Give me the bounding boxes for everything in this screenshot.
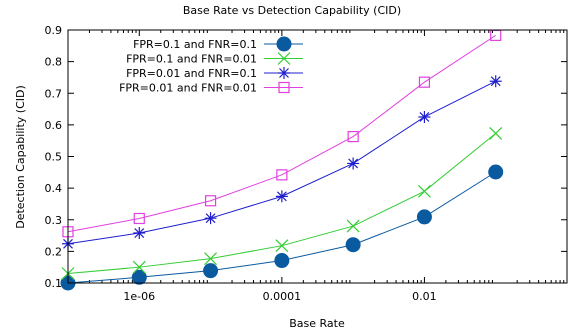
data-point bbox=[275, 190, 288, 203]
y-tick-label: 0.2 bbox=[45, 245, 63, 258]
data-point bbox=[418, 110, 431, 123]
data-point bbox=[416, 209, 432, 225]
series-line bbox=[67, 133, 497, 275]
legend-entry: FPR=0.1 and FNR=0.1 bbox=[133, 36, 303, 52]
data-point bbox=[131, 269, 147, 285]
legend-entry: FPR=0.1 and FNR=0.01 bbox=[126, 52, 303, 66]
y-tick-label: 0.3 bbox=[45, 214, 63, 227]
data-point bbox=[204, 195, 217, 207]
y-tick-label: 0.6 bbox=[45, 119, 63, 132]
data-point bbox=[204, 252, 217, 266]
y-tick-label: 0.9 bbox=[45, 24, 63, 37]
data-point bbox=[133, 227, 146, 240]
data-point bbox=[488, 164, 504, 180]
data-point bbox=[204, 212, 217, 225]
series-3 bbox=[62, 75, 502, 250]
series-4 bbox=[62, 29, 502, 238]
legend-marker bbox=[278, 67, 290, 79]
series-2 bbox=[61, 126, 503, 280]
data-point bbox=[489, 126, 503, 140]
data-point bbox=[489, 75, 502, 88]
legend-entry: FPR=0.01 and FNR=0.01 bbox=[119, 82, 303, 95]
y-tick-label: 0.7 bbox=[45, 87, 63, 100]
legend-label: FPR=0.01 and FNR=0.01 bbox=[119, 82, 257, 95]
data-point bbox=[274, 253, 290, 269]
data-point bbox=[347, 130, 359, 143]
data-point bbox=[275, 239, 289, 253]
y-axis-label: Detection Capability (CID) bbox=[14, 85, 27, 229]
y-tick-label: 0.8 bbox=[45, 56, 63, 69]
legend-marker bbox=[277, 52, 291, 65]
y-tick-label: 0.1 bbox=[45, 277, 63, 290]
data-point bbox=[346, 219, 360, 233]
x-tick-label: 0.01 bbox=[412, 290, 437, 303]
data-point bbox=[418, 184, 431, 198]
data-point bbox=[418, 76, 431, 88]
legend-marker bbox=[276, 36, 292, 52]
data-point bbox=[347, 157, 360, 170]
y-tick-label: 0.4 bbox=[45, 182, 63, 195]
data-point bbox=[132, 260, 146, 274]
legend-label: FPR=0.01 and FNR=0.1 bbox=[126, 67, 257, 80]
chart-title: Base Rate vs Detection Capability (CID) bbox=[183, 4, 401, 17]
series-line bbox=[67, 34, 496, 233]
legend-label: FPR=0.1 and FNR=0.1 bbox=[133, 38, 257, 51]
data-point bbox=[345, 237, 361, 253]
legend-entry: FPR=0.01 and FNR=0.1 bbox=[126, 67, 303, 80]
legend-label: FPR=0.1 and FNR=0.01 bbox=[126, 53, 257, 66]
legend-marker bbox=[278, 81, 290, 94]
data-point bbox=[203, 263, 219, 279]
x-tick-label: 1e-06 bbox=[123, 290, 155, 303]
plot-frame bbox=[67, 29, 568, 284]
y-tick-label: 0.5 bbox=[45, 151, 63, 164]
x-axis-label: Base Rate bbox=[289, 317, 345, 330]
data-point bbox=[276, 169, 288, 181]
x-tick-label: 0.0001 bbox=[263, 290, 302, 303]
data-point bbox=[133, 212, 145, 225]
series-1 bbox=[60, 164, 504, 291]
